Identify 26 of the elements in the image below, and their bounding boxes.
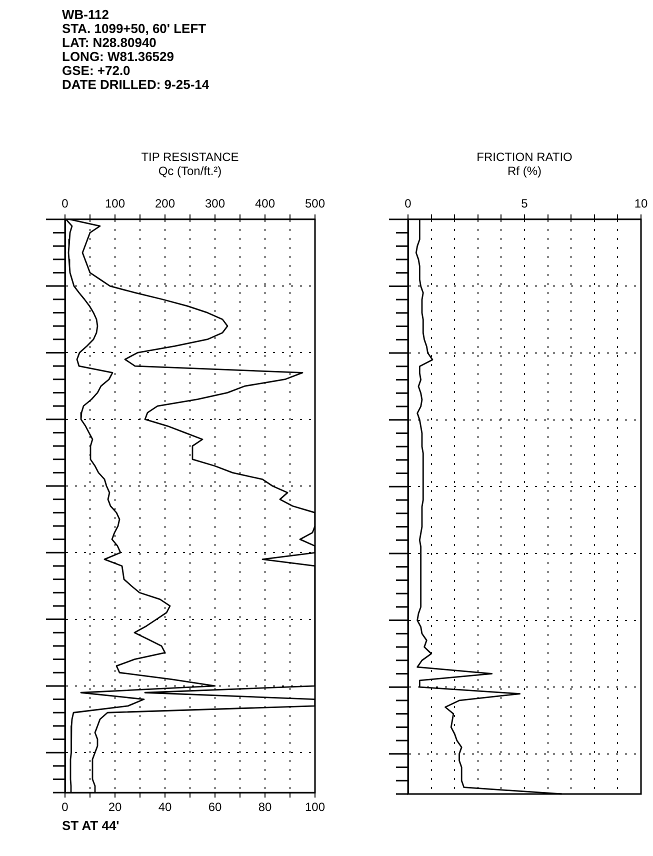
x2-tick-label: 40: [158, 800, 172, 814]
chart-subtitle: Qc (Ton/ft.²): [157, 164, 223, 178]
x-tick-label: 0: [62, 196, 69, 211]
chart-title: TIP RESISTANCE: [140, 150, 240, 164]
x2-tick-label: 0: [62, 800, 69, 814]
text: STA. 1099+50, 60' LEFT: [62, 21, 208, 36]
x2-tick-label: 20: [108, 800, 122, 814]
text: DATE DRILLED: 9-25-14: [62, 77, 210, 92]
chart-subtitle: Rf (%): [506, 164, 542, 178]
x2-tick-label: 100: [304, 800, 326, 814]
x2-tick-label: 60: [208, 800, 222, 814]
x-tick-label: 10: [634, 196, 648, 211]
x-tick-label: 200: [154, 196, 176, 211]
text: ST AT 44': [62, 818, 120, 833]
x-tick-label: 5: [521, 196, 528, 211]
text: LONG: W81.36529: [62, 49, 175, 64]
x-tick-label: 300: [204, 196, 226, 211]
x2-tick-label: 80: [258, 800, 272, 814]
x-tick-label: 100: [104, 196, 126, 211]
text: GSE: +72.0: [62, 63, 132, 78]
text: WB-112: [62, 7, 110, 22]
x-tick-label: 400: [254, 196, 276, 211]
chart-title: FRICTION RATIO: [476, 150, 574, 164]
x-tick-label: 0: [404, 196, 412, 211]
text: LAT: N28.80940: [62, 35, 158, 50]
x-tick-label: 500: [304, 196, 326, 211]
